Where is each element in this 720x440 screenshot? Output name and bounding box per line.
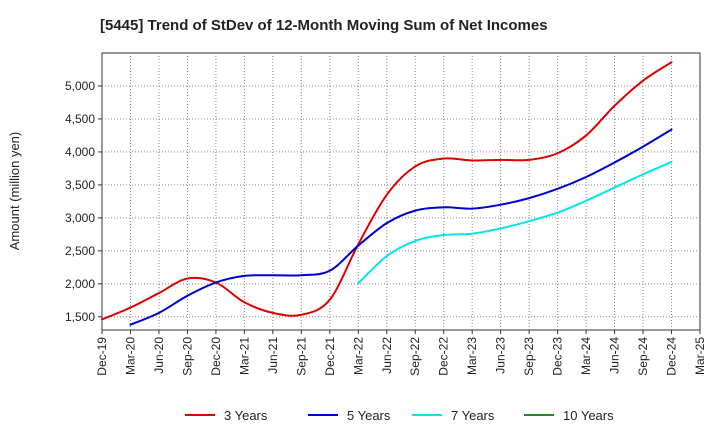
y-tick-label: 4,000 — [65, 145, 95, 159]
x-tick-label: Jun-22 — [380, 337, 394, 374]
series-line-5-years — [129, 128, 673, 326]
x-tick-label: Sep-22 — [408, 337, 422, 376]
y-tick-label: 1,500 — [65, 310, 95, 324]
x-tick-label: Dec-24 — [665, 337, 679, 376]
x-tick-label: Jun-23 — [494, 337, 508, 374]
legend-label-3-years: 3 Years — [224, 408, 268, 423]
plot-area — [101, 52, 701, 331]
x-tick-label: Mar-25 — [693, 337, 707, 375]
x-tick-label: Jun-24 — [608, 337, 622, 374]
x-tick-label: Jun-21 — [266, 337, 280, 374]
y-tick-label: 3,500 — [65, 178, 95, 192]
legend-label-10-years: 10 Years — [563, 408, 614, 423]
y-axis-label: Amount (million yen) — [7, 132, 22, 251]
y-tick-label: 5,000 — [65, 79, 95, 93]
x-tick-label: Mar-23 — [465, 337, 479, 375]
x-tick-label: Dec-23 — [551, 337, 565, 376]
x-tick-label: Mar-24 — [579, 337, 593, 375]
x-tick-label: Dec-22 — [437, 337, 451, 376]
axis-layer: Dec-19 Mar-20 Jun-20 Sep-20 Dec-20 Mar-21 Jun-… — [65, 79, 707, 376]
x-tick-label: Mar-21 — [237, 337, 251, 375]
x-tick-label: Mar-20 — [123, 337, 137, 375]
y-tick-label: 2,000 — [65, 277, 95, 291]
series-line-3-years — [101, 61, 673, 321]
x-tick-label: Sep-24 — [636, 337, 650, 376]
x-tick-label: Jun-20 — [152, 337, 166, 374]
x-tick-label: Sep-21 — [294, 337, 308, 376]
x-tick-label: Dec-20 — [209, 337, 223, 376]
x-tick-label: Dec-19 — [95, 337, 109, 376]
legend: 3 Years 5 Years 7 Years 10 Years — [185, 408, 614, 423]
legend-label-5-years: 5 Years — [347, 408, 391, 423]
grid-layer — [102, 53, 700, 330]
x-tick-label: Mar-22 — [351, 337, 365, 375]
y-tick-label: 2,500 — [65, 244, 95, 258]
series-line-7-years — [357, 160, 673, 285]
legend-label-7-years: 7 Years — [451, 408, 495, 423]
y-tick-label: 3,000 — [65, 211, 95, 225]
x-tick-label: Dec-21 — [323, 337, 337, 376]
x-tick-label: Sep-20 — [180, 337, 194, 376]
y-tick-label: 4,500 — [65, 112, 95, 126]
series-layer — [101, 61, 673, 326]
x-tick-label: Sep-23 — [522, 337, 536, 376]
chart-title: [5445] Trend of StDev of 12-Month Moving… — [100, 17, 548, 34]
